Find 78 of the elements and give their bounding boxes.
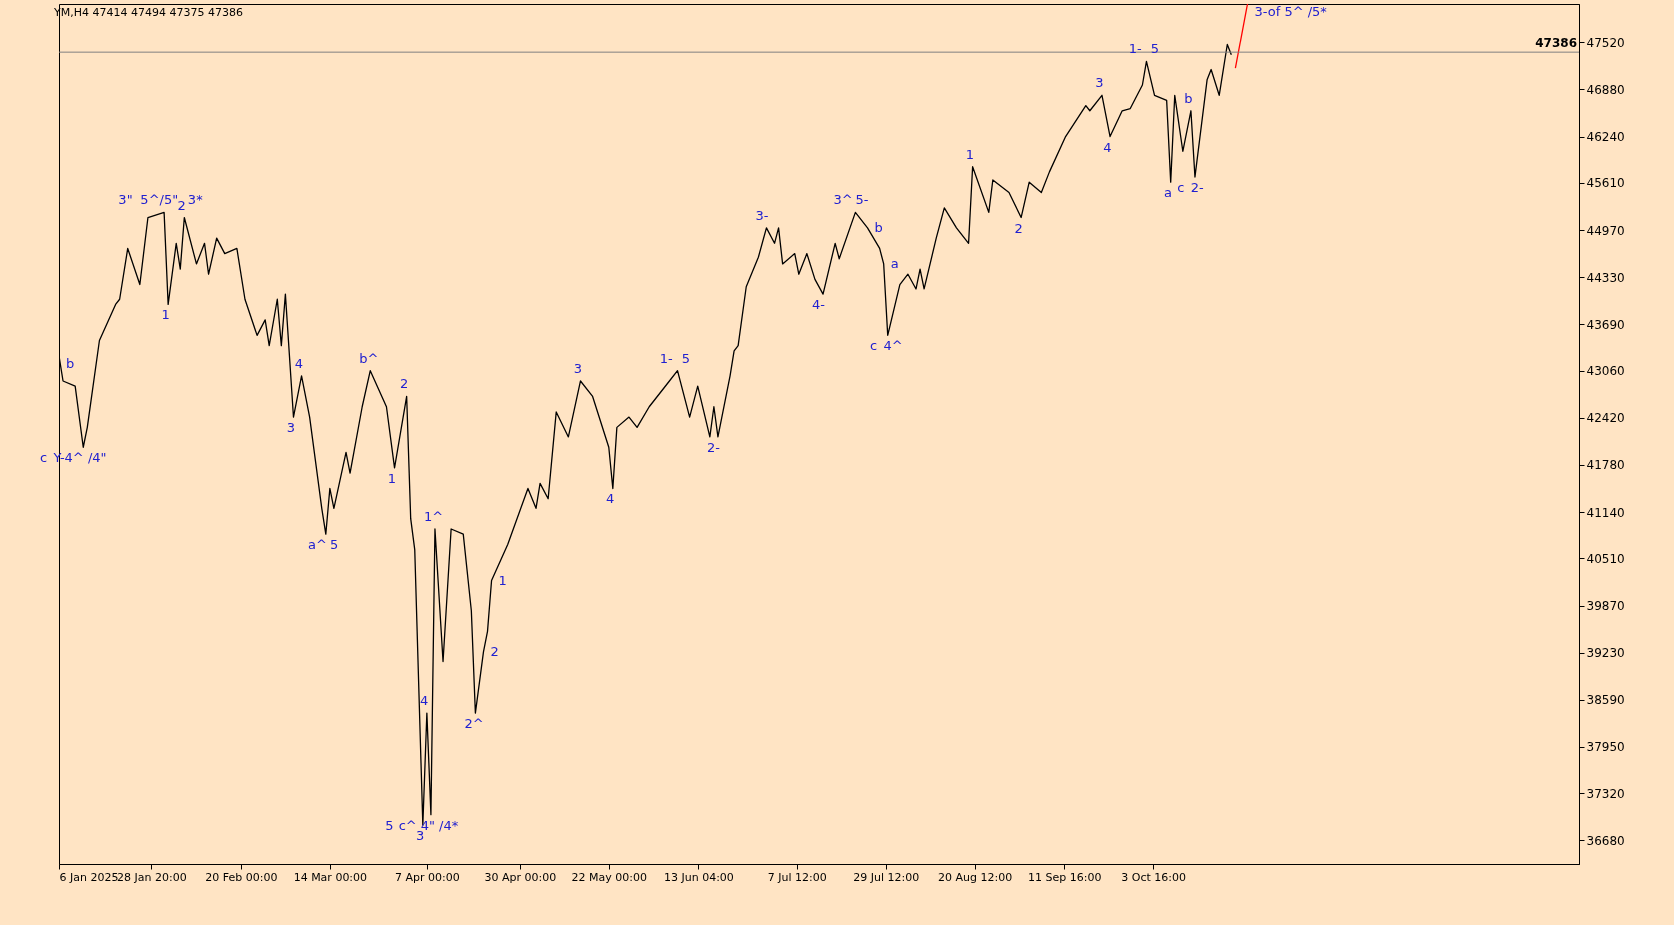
y-tick-label: 42420 xyxy=(1586,411,1625,426)
x-tick-label: 14 Mar 00:00 xyxy=(293,870,368,884)
annotation: 3 xyxy=(286,420,295,436)
annotation: c^ xyxy=(398,817,417,833)
annotation: 1 xyxy=(387,470,397,486)
x-tick-label: 6 Jan 2025 xyxy=(59,870,119,884)
annotation: 1^ xyxy=(423,508,444,524)
annotation: a^ xyxy=(308,537,327,553)
x-tick-label: 29 Jul 12:00 xyxy=(853,870,920,884)
annotation: 1 xyxy=(161,307,170,323)
y-tick-label: 44970 xyxy=(1586,223,1625,238)
annotation: 1 xyxy=(965,146,975,162)
annotation: 5^/5" xyxy=(140,192,179,208)
annotation: c xyxy=(869,338,878,354)
y-tick-label: 44330 xyxy=(1586,270,1625,285)
y-tick-label: 38590 xyxy=(1586,693,1625,708)
annotation: a xyxy=(890,255,899,271)
y-tick-label: 43060 xyxy=(1586,364,1625,379)
annotation: 2^ xyxy=(464,716,484,732)
annotation: c xyxy=(40,450,48,466)
x-tick-label: 22 May 00:00 xyxy=(571,870,648,884)
x-tick-label: 3 Oct 16:00 xyxy=(1121,870,1187,884)
annotation: 4^ xyxy=(883,338,903,354)
annotation: 3 xyxy=(1095,75,1104,91)
annotation: 4- xyxy=(812,297,826,313)
annotation: 1- xyxy=(659,350,674,366)
y-tick-label: 39230 xyxy=(1586,646,1625,661)
annotation: 2- xyxy=(1190,180,1204,196)
annotation: 5- xyxy=(855,192,869,208)
annotation: a xyxy=(1163,185,1172,201)
annotation: 3-of 5^ /5* xyxy=(1254,4,1328,19)
y-tick-label: 47520 xyxy=(1586,35,1625,50)
annotation: 2 xyxy=(1014,220,1023,236)
annotation: 5 xyxy=(385,817,394,833)
x-tick-label: 28 Jan 20:00 xyxy=(116,870,187,884)
y-tick-label: 37950 xyxy=(1586,740,1625,755)
y-tick-label: 36680 xyxy=(1586,833,1625,848)
annotation: b xyxy=(874,219,883,235)
annotation: 4 xyxy=(294,355,304,371)
annotation: 2 xyxy=(399,376,409,392)
x-tick-label: 13 Jun 04:00 xyxy=(663,870,734,884)
x-tick-label: 20 Aug 12:00 xyxy=(938,870,1013,884)
annotation: 2 xyxy=(177,197,186,213)
y-tick-label: 43690 xyxy=(1586,317,1625,332)
y-tick-label: 41780 xyxy=(1586,458,1625,473)
x-tick-label: 20 Feb 00:00 xyxy=(205,870,278,884)
annotation: 3" xyxy=(118,192,133,208)
annotation: 4 xyxy=(606,491,615,507)
annotation: 1- xyxy=(1128,41,1142,57)
annotation: 4 xyxy=(1103,139,1112,155)
y-tick-label: 39870 xyxy=(1586,599,1625,614)
y-tick-label: 46880 xyxy=(1586,82,1625,97)
annotation: b xyxy=(66,355,75,371)
y-tick-label: 45610 xyxy=(1586,176,1625,191)
annotation: 2 xyxy=(490,643,499,659)
annotation: 3- xyxy=(755,207,769,223)
y-tick-label: 37320 xyxy=(1586,786,1625,801)
annotation: c xyxy=(1177,180,1185,196)
annotation: 3^ xyxy=(833,192,853,208)
annotation: 1 xyxy=(498,572,507,588)
annotation: 3 xyxy=(573,360,583,376)
annotation: 5 xyxy=(681,350,691,366)
annotation: 3* xyxy=(187,192,204,208)
x-tick-label: 7 Jul 12:00 xyxy=(767,870,827,884)
y-tick-label: 46240 xyxy=(1586,130,1625,145)
ref-line-label: 47386 xyxy=(1535,36,1577,51)
x-tick-label: 7 Apr 00:00 xyxy=(395,870,460,884)
annotation: 5 xyxy=(1150,41,1159,57)
annotation: 4 xyxy=(420,693,429,709)
annotation: b^ xyxy=(359,350,379,366)
annotation: b xyxy=(1184,90,1193,106)
x-tick-label: 30 Apr 00:00 xyxy=(484,870,557,884)
annotation: 5 xyxy=(330,537,339,553)
annotation: 2- xyxy=(706,439,721,455)
y-tick-label: 41140 xyxy=(1586,505,1625,520)
annotation: 3 xyxy=(416,827,425,843)
y-tick-label: 40510 xyxy=(1586,551,1625,566)
x-tick-label: 11 Sep 16:00 xyxy=(1028,870,1102,884)
